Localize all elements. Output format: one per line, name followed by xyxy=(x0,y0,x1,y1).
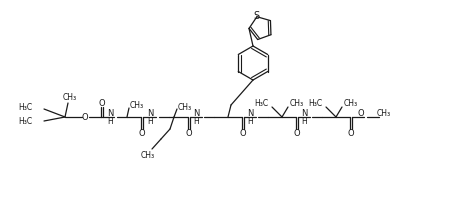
Text: O: O xyxy=(357,109,364,118)
Text: CH₃: CH₃ xyxy=(140,151,155,161)
Text: O: O xyxy=(99,99,105,108)
Text: N: N xyxy=(192,109,199,118)
Text: H: H xyxy=(300,116,306,125)
Text: CH₃: CH₃ xyxy=(376,109,390,118)
Text: CH₃: CH₃ xyxy=(178,103,192,111)
Text: H₃C: H₃C xyxy=(307,99,321,109)
Text: H: H xyxy=(147,116,152,125)
Text: O: O xyxy=(139,129,145,137)
Text: H: H xyxy=(193,116,198,125)
Text: CH₃: CH₃ xyxy=(343,99,357,109)
Text: H₃C: H₃C xyxy=(18,118,32,126)
Text: O: O xyxy=(293,129,300,137)
Text: H: H xyxy=(247,116,252,125)
Text: H₃C: H₃C xyxy=(18,104,32,113)
Text: N: N xyxy=(147,109,153,118)
Text: S: S xyxy=(253,11,259,21)
Text: CH₃: CH₃ xyxy=(289,99,304,109)
Text: H: H xyxy=(107,116,113,125)
Text: N: N xyxy=(246,109,253,118)
Text: O: O xyxy=(185,129,192,137)
Text: CH₃: CH₃ xyxy=(130,100,144,109)
Text: CH₃: CH₃ xyxy=(63,93,77,102)
Text: O: O xyxy=(81,113,88,121)
Text: O: O xyxy=(347,129,354,137)
Text: O: O xyxy=(239,129,246,137)
Text: H₃C: H₃C xyxy=(253,99,268,109)
Text: N: N xyxy=(107,109,113,118)
Text: N: N xyxy=(300,109,307,118)
